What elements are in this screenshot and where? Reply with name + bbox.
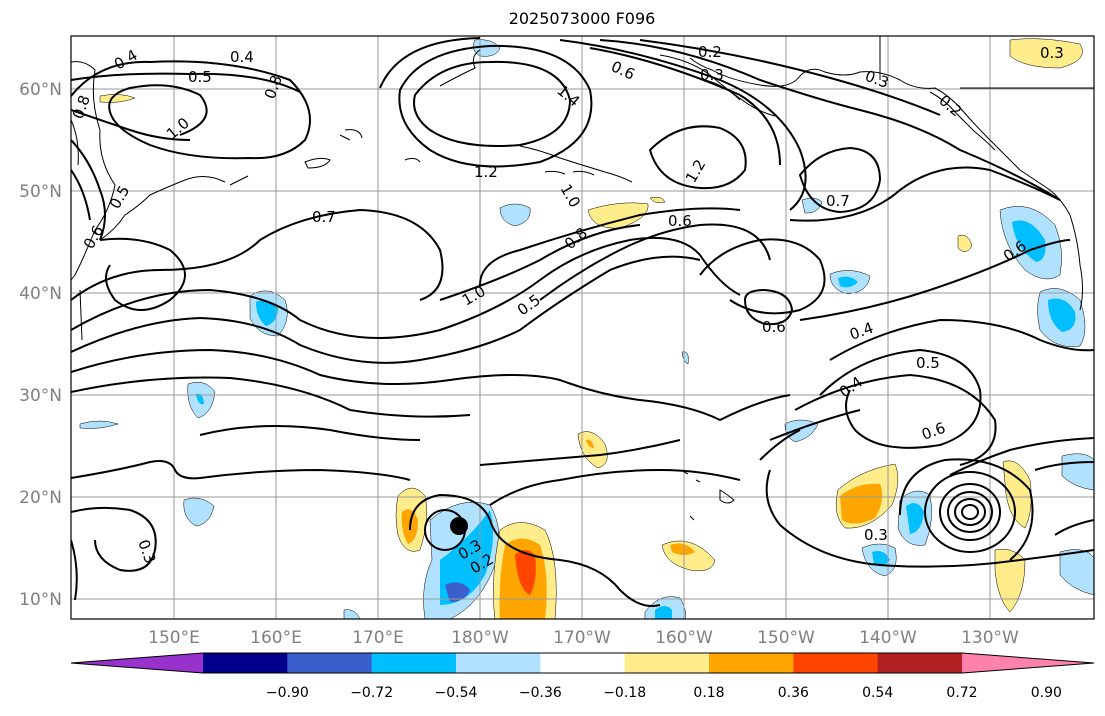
lon-label: 130°W: [961, 628, 1019, 648]
lon-label: 150°W: [757, 628, 815, 648]
colorbar-segment: [540, 653, 626, 673]
storm-center-dot: [450, 517, 468, 535]
colorbar-extend-low: [71, 653, 203, 673]
contour-label: 0.8: [69, 93, 94, 122]
lat-label: 60°N: [19, 80, 62, 100]
lon-label: 160°E: [250, 628, 302, 648]
colorbar-tick-label: 0.54: [862, 685, 893, 701]
contour-label: 0.5: [916, 354, 940, 372]
contour-label: 0.2: [698, 43, 722, 61]
colorbar-tick-label: 0.36: [778, 685, 809, 701]
lon-label: 170°W: [553, 628, 611, 648]
colorbar-segment: [793, 653, 879, 673]
lon-label: 160°W: [655, 628, 713, 648]
lat-label: 30°N: [19, 386, 62, 406]
lon-label: 170°E: [352, 628, 404, 648]
contour-lines: [71, 37, 1094, 607]
contour-label: 0.3: [1040, 44, 1064, 62]
map-frame: [70, 35, 1095, 620]
contour-label: 0.5: [188, 68, 212, 86]
graticule: [71, 36, 1094, 619]
colorbar-extend-high: [962, 653, 1094, 673]
longitude-axis: 150°E 160°E 170°E 180°W 170°W 160°W 150°…: [148, 628, 1019, 648]
contour-label: 0.6: [762, 318, 786, 336]
lon-label: 150°E: [148, 628, 200, 648]
coastlines: [71, 36, 1094, 521]
lon-label: 180°W: [451, 628, 509, 648]
colorbar-segment: [709, 653, 794, 673]
colorbar-tick-label: −0.18: [603, 685, 646, 701]
lat-label: 40°N: [19, 284, 62, 304]
colorbar-segment: [624, 653, 710, 673]
map-title: 2025073000 F096: [509, 9, 656, 28]
colorbar-tick-label: 0.72: [946, 685, 977, 701]
lat-label: 20°N: [19, 488, 62, 508]
contour-label: 0.7: [312, 208, 336, 226]
colorbar-segment: [877, 653, 963, 673]
latitude-axis: 60°N 50°N 40°N 30°N 20°N 10°N: [19, 80, 62, 610]
lat-label: 10°N: [19, 590, 62, 610]
colorbar-tick-label: −0.54: [435, 685, 478, 701]
contour-label: 0.3: [864, 526, 888, 544]
lon-label: 140°W: [859, 628, 917, 648]
colorbar-segment: [371, 653, 457, 673]
contour-label: 0.4: [230, 48, 254, 66]
colorbar-tick-label: −0.72: [350, 685, 393, 701]
lat-label: 50°N: [19, 182, 62, 202]
map-area: 0.4 0.4 0.5 0.8 1.0 0.5 0.6 0.8 0.7 1.2 …: [69, 36, 1094, 619]
contour-label: 0.3: [700, 66, 724, 84]
colorbar-tick-label: −0.36: [519, 685, 562, 701]
contour-label: 0.7: [826, 192, 850, 210]
colorbar-segment: [287, 653, 373, 673]
colorbar-segment: [456, 653, 541, 673]
colorbar: −0.90 −0.72 −0.54 −0.36 −0.18 0.18 0.36 …: [70, 652, 1095, 701]
contour-label: 0.6: [668, 212, 692, 230]
colorbar-tick-label: −0.90: [266, 685, 309, 701]
colorbar-segments: [70, 652, 1095, 674]
colorbar-outline: [70, 652, 1095, 674]
contour-label: 1.2: [474, 163, 498, 181]
colorbar-tick-label: 0.90: [1031, 685, 1062, 701]
colorbar-segment: [203, 653, 288, 673]
colorbar-ticks: −0.90 −0.72 −0.54 −0.36 −0.18 0.18 0.36 …: [266, 685, 1062, 701]
colorbar-tick-label: 0.18: [693, 685, 724, 701]
